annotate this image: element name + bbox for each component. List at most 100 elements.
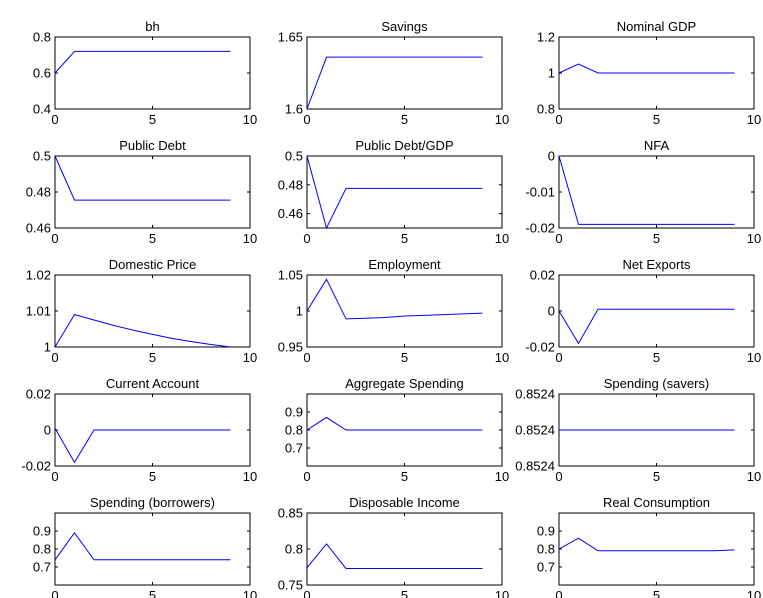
x-tick-label: 5 — [401, 588, 408, 598]
series-line-domestic-price — [54, 314, 231, 348]
x-tick-label: 0 — [303, 231, 310, 246]
x-tick-label: 5 — [653, 469, 660, 484]
x-tick-label: 5 — [401, 469, 408, 484]
y-tick-label: 0 — [44, 423, 51, 438]
series-line-public-debt-gdp — [306, 155, 483, 230]
y-tick-label: 0.9 — [33, 524, 51, 539]
x-tick-label: 0 — [555, 469, 562, 484]
x-tick-label: 0 — [303, 350, 310, 365]
y-tick-label: 0.46 — [278, 206, 303, 221]
series-line-real-consumption — [558, 537, 735, 552]
x-tick-label: 5 — [149, 112, 156, 127]
x-tick-label: 0 — [303, 588, 310, 598]
y-tick-label: 0.9 — [537, 524, 555, 539]
x-tick-label: 10 — [747, 231, 761, 246]
x-tick-label: 5 — [653, 350, 660, 365]
y-tick-label: 1.65 — [278, 30, 303, 45]
axes-frame — [54, 274, 251, 348]
subplot-title: Spending (savers) — [604, 376, 710, 391]
subplot-title: Net Exports — [623, 257, 691, 272]
x-tick-label: 5 — [149, 469, 156, 484]
y-tick-label: 1 — [548, 66, 555, 81]
y-tick-label: 0.8 — [285, 542, 303, 557]
y-tick-label: 1.02 — [26, 268, 51, 283]
x-tick-label: 5 — [149, 350, 156, 365]
series-line-savings — [306, 56, 483, 110]
subplot-title: Public Debt/GDP — [355, 138, 453, 153]
subplot-title: Spending (borrowers) — [90, 495, 215, 510]
x-tick-label: 10 — [747, 588, 761, 598]
x-tick-label: 0 — [51, 588, 58, 598]
x-tick-label: 0 — [555, 112, 562, 127]
series-line-public-debt — [54, 155, 231, 201]
subplot-title: Disposable Income — [349, 495, 460, 510]
y-tick-label: 0.95 — [278, 340, 303, 355]
subplot-title: Current Account — [106, 376, 200, 391]
subplot-title: NFA — [644, 138, 670, 153]
x-tick-label: 10 — [243, 588, 257, 598]
x-tick-label: 0 — [555, 231, 562, 246]
y-tick-label: 0.5 — [285, 149, 303, 164]
y-tick-label: 0.4 — [33, 102, 51, 117]
axes-frame — [54, 512, 251, 586]
x-tick-label: 0 — [51, 469, 58, 484]
y-tick-label: 0.8 — [537, 102, 555, 117]
y-tick-label: 0.5 — [33, 149, 51, 164]
axes-frame — [54, 155, 251, 229]
x-tick-label: 5 — [149, 588, 156, 598]
x-tick-label: 10 — [243, 231, 257, 246]
series-line-bh — [54, 50, 231, 74]
y-tick-label: 0.02 — [26, 387, 51, 402]
y-tick-label: 0.8524 — [515, 423, 555, 438]
y-tick-label: 0.9 — [285, 405, 303, 420]
x-tick-label: 10 — [495, 350, 509, 365]
series-line-current-account — [54, 427, 231, 464]
y-tick-label: -0.02 — [525, 221, 555, 236]
subplot-title: Employment — [368, 257, 441, 272]
subplot-public-debt: Public Debt 0 5 10 0.46 0.48 0.5 — [26, 138, 258, 246]
y-tick-label: 0.8 — [285, 423, 303, 438]
series-line-nominal-gdp — [558, 63, 735, 74]
axes-frame — [558, 155, 755, 229]
y-tick-label: 0.8524 — [515, 387, 555, 402]
axes-frame — [306, 512, 503, 586]
axes-frame — [306, 155, 503, 229]
x-tick-label: 5 — [653, 112, 660, 127]
subplot-title: Aggregate Spending — [345, 376, 464, 391]
subplot-spending-savers: Spending (savers) 0 5 10 0.8524 0.8524 0.8524 — [515, 376, 761, 484]
x-tick-label: 10 — [747, 350, 761, 365]
x-tick-label: 0 — [555, 350, 562, 365]
x-tick-label: 0 — [51, 112, 58, 127]
y-tick-label: -0.02 — [525, 340, 555, 355]
subplot-savings: Savings 0 5 10 1.6 1.65 — [278, 19, 510, 127]
y-tick-label: 0.7 — [285, 441, 303, 456]
series-line-net-exports — [558, 308, 735, 345]
x-tick-label: 10 — [495, 112, 509, 127]
y-tick-label: 0 — [548, 304, 555, 319]
series-line-nfa — [558, 155, 735, 225]
series-line-spending-borrowers — [54, 531, 231, 561]
series-line-disposable-income — [306, 543, 483, 569]
axes-frame — [54, 36, 251, 110]
y-tick-label: 1.2 — [537, 30, 555, 45]
x-tick-label: 10 — [243, 469, 257, 484]
y-tick-label: 0 — [548, 149, 555, 164]
subplot-employment: Employment 0 5 10 0.95 1 1.05 — [278, 257, 510, 365]
subplot-title: bh — [145, 19, 159, 34]
x-tick-label: 0 — [303, 112, 310, 127]
y-tick-label: 0.02 — [530, 268, 555, 283]
subplot-title: Domestic Price — [109, 257, 196, 272]
subplot-title: Nominal GDP — [617, 19, 696, 34]
x-tick-label: 5 — [401, 350, 408, 365]
axes-frame — [306, 274, 503, 348]
subplot-title: Real Consumption — [603, 495, 710, 510]
axes-frame — [558, 512, 755, 586]
y-tick-label: 0.48 — [278, 177, 303, 192]
y-tick-label: -0.01 — [525, 185, 555, 200]
x-tick-label: 10 — [243, 112, 257, 127]
y-tick-label: 0.48 — [26, 185, 51, 200]
x-tick-label: 10 — [495, 231, 509, 246]
subplot-domestic-price: Domestic Price 0 5 10 1 1.01 1.02 — [26, 257, 258, 365]
